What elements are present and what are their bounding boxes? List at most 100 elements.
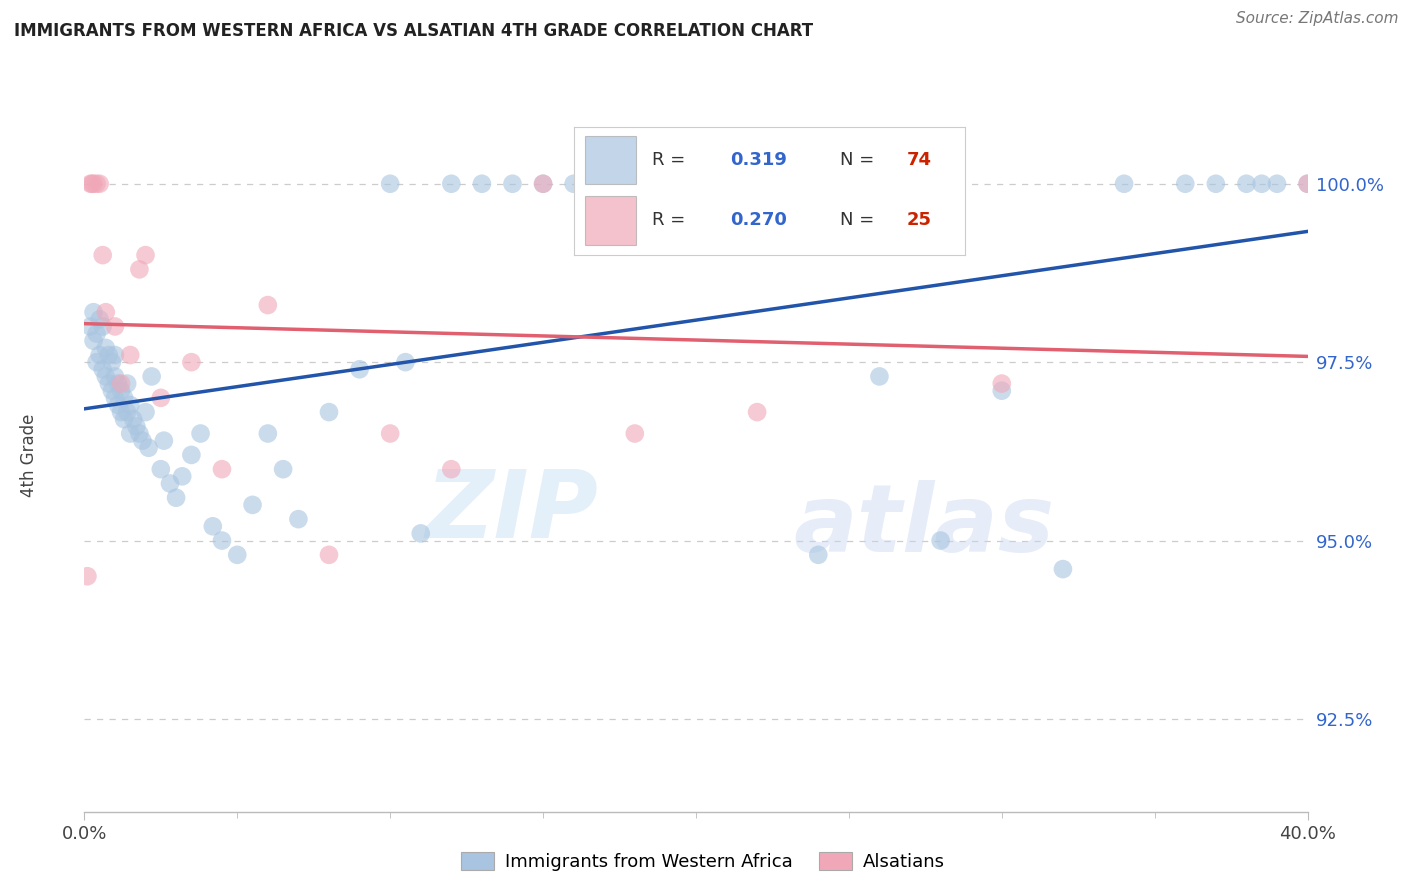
Point [107, 376, 129, 391]
Text: atlas: atlas [794, 480, 1054, 573]
Point [91, 319, 114, 334]
Point [125, 419, 148, 434]
Point [138, 441, 160, 455]
Point [149, 462, 172, 476]
Point [97, 376, 120, 391]
Point [165, 491, 187, 505]
Point [86, 355, 108, 369]
Text: 25: 25 [907, 211, 931, 229]
Point [1174, 177, 1197, 191]
Point [104, 369, 127, 384]
Text: 4th Grade: 4th Grade [20, 413, 38, 497]
Point [91, 248, 114, 262]
Legend: Immigrants from Western Africa, Alsatians: Immigrants from Western Africa, Alsatian… [454, 846, 952, 879]
Point [115, 405, 138, 419]
Point [101, 355, 124, 369]
Point [128, 426, 150, 441]
Point [83, 177, 105, 191]
Point [991, 376, 1014, 391]
Point [624, 426, 647, 441]
Point [349, 362, 371, 376]
Point [86, 326, 108, 341]
Point [180, 448, 202, 462]
Point [685, 177, 707, 191]
Point [91, 362, 114, 376]
Point [869, 369, 891, 384]
Text: IMMIGRANTS FROM WESTERN AFRICA VS ALSATIAN 4TH GRADE CORRELATION CHART: IMMIGRANTS FROM WESTERN AFRICA VS ALSATI… [14, 22, 813, 40]
Point [97, 348, 120, 362]
Point [991, 384, 1014, 398]
Point [190, 426, 212, 441]
Text: Source: ZipAtlas.com: Source: ZipAtlas.com [1236, 11, 1399, 26]
Point [747, 177, 769, 191]
Point [440, 462, 463, 476]
Text: N =: N = [839, 211, 875, 229]
Point [471, 177, 494, 191]
Point [149, 391, 172, 405]
Point [120, 398, 142, 412]
Point [135, 248, 157, 262]
Point [531, 177, 554, 191]
Point [394, 355, 416, 369]
Point [131, 434, 153, 448]
Point [807, 548, 830, 562]
Point [79, 177, 101, 191]
Text: ZIP: ZIP [425, 466, 598, 558]
Point [562, 177, 585, 191]
Point [1236, 177, 1258, 191]
Point [110, 376, 132, 391]
Point [1052, 562, 1074, 576]
Point [89, 348, 111, 362]
Point [201, 519, 224, 533]
Text: N =: N = [839, 151, 875, 169]
Point [89, 177, 111, 191]
Point [929, 533, 952, 548]
Point [380, 426, 402, 441]
Point [104, 319, 127, 334]
Point [104, 391, 127, 405]
Point [1250, 177, 1272, 191]
Point [141, 369, 163, 384]
Point [107, 398, 129, 412]
Point [153, 434, 176, 448]
Point [257, 426, 280, 441]
Point [79, 319, 101, 334]
Text: 0.319: 0.319 [730, 151, 787, 169]
Point [94, 305, 117, 319]
Point [110, 405, 132, 419]
Text: R =: R = [652, 211, 685, 229]
Point [318, 548, 340, 562]
Point [76, 569, 98, 583]
Point [112, 412, 135, 426]
Point [112, 391, 135, 405]
Point [115, 376, 138, 391]
FancyBboxPatch shape [585, 136, 637, 185]
Point [172, 469, 194, 483]
Point [1265, 177, 1288, 191]
Point [211, 462, 233, 476]
Point [242, 498, 264, 512]
Point [180, 355, 202, 369]
Point [380, 177, 402, 191]
Point [80, 177, 103, 191]
Point [128, 262, 150, 277]
Point [83, 305, 105, 319]
Point [110, 384, 132, 398]
Point [94, 369, 117, 384]
Point [120, 348, 142, 362]
Point [531, 177, 554, 191]
FancyBboxPatch shape [585, 196, 637, 244]
Point [135, 405, 157, 419]
Point [159, 476, 181, 491]
Point [271, 462, 294, 476]
Point [122, 412, 145, 426]
Point [502, 177, 524, 191]
Text: R =: R = [652, 151, 685, 169]
Point [409, 526, 432, 541]
Point [257, 298, 280, 312]
Point [104, 348, 127, 362]
Point [83, 334, 105, 348]
Point [747, 405, 769, 419]
Point [226, 548, 249, 562]
Text: 74: 74 [907, 151, 931, 169]
